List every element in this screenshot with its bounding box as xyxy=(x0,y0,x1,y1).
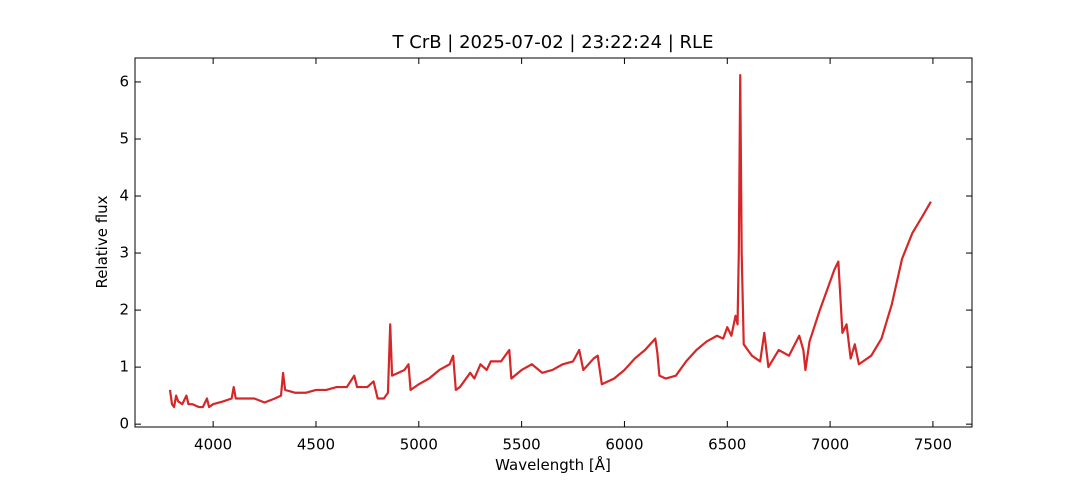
y-tick-label: 2 xyxy=(119,301,129,319)
y-tick-label: 5 xyxy=(119,129,129,147)
x-tick-label: 6500 xyxy=(708,436,746,454)
chart-title: T CrB | 2025-07-02 | 23:22:24 | RLE xyxy=(392,32,714,53)
y-tick-label: 0 xyxy=(119,415,129,433)
x-tick-label: 5000 xyxy=(400,436,438,454)
y-tick-label: 1 xyxy=(119,358,129,376)
y-axis-label: Relative flux xyxy=(93,195,111,288)
plot-frame xyxy=(134,57,973,428)
y-tick-label: 6 xyxy=(119,72,129,90)
y-tick-label: 3 xyxy=(119,244,129,262)
x-tick-label: 4500 xyxy=(297,436,335,454)
x-tick-label: 6000 xyxy=(605,436,643,454)
spectrum-line xyxy=(168,74,932,409)
y-tick-label: 4 xyxy=(119,187,129,205)
x-tick-label: 7000 xyxy=(811,436,849,454)
x-tick-label: 7500 xyxy=(914,436,952,454)
x-axis-label: Wavelength [Å] xyxy=(495,455,611,474)
x-tick-label: 4000 xyxy=(194,436,232,454)
x-tick-label: 5500 xyxy=(503,436,541,454)
